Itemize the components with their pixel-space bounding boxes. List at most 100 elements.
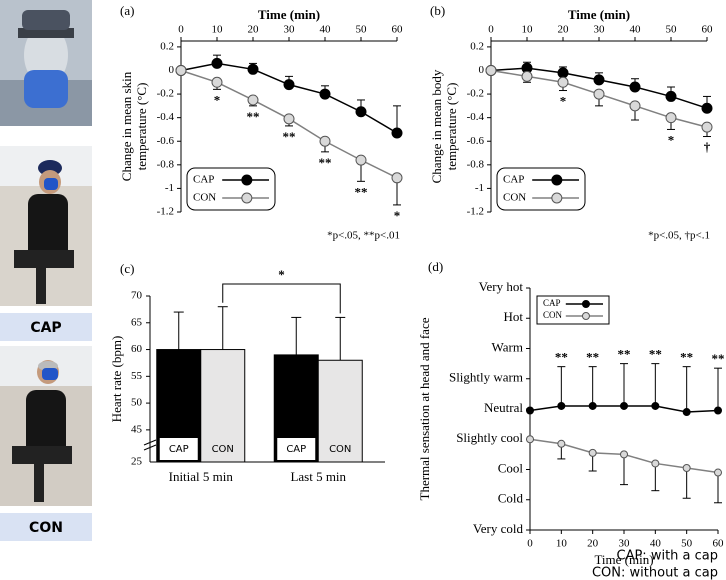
annotation: ** (618, 347, 631, 362)
marker (355, 106, 367, 118)
y-tick-label: Slightly cool (456, 430, 523, 445)
y-tick-label: -1.2 (157, 206, 174, 218)
marker (588, 401, 597, 410)
x-tick-label: 0 (178, 24, 184, 36)
marker (701, 121, 713, 133)
axis-break (143, 439, 157, 446)
annotation: ** (555, 350, 568, 365)
annotation: * (394, 208, 401, 223)
x-tick-label: 0 (527, 538, 533, 550)
x-tick-label: 60 (702, 24, 714, 36)
y-tick-label: -0.2 (157, 88, 174, 100)
bar-label-box (277, 438, 316, 460)
x-tick-label: 10 (556, 538, 568, 550)
marker (283, 79, 295, 91)
x-axis-label: Time (min) (258, 7, 320, 22)
panel-label: (c) (120, 261, 134, 276)
y-tick-label: Cold (498, 491, 524, 506)
legend-label: CON (193, 192, 216, 204)
annotation: ** (319, 155, 332, 170)
y-tick-label: -0.8 (157, 158, 175, 170)
y-tick-label: -0.4 (467, 111, 485, 123)
marker (355, 154, 367, 166)
y-tick-label: Very cold (473, 521, 524, 536)
x-axis-label: Time (min) (594, 552, 653, 567)
marker (391, 127, 403, 139)
y-tick-label: Cool (498, 460, 524, 475)
x-tick-label: 10 (212, 24, 224, 36)
y-tick-label: Slightly warm (449, 370, 523, 385)
y-tick-label: 45 (131, 423, 143, 435)
marker (629, 81, 641, 93)
bar (200, 349, 246, 463)
marker (557, 76, 569, 88)
label-box (0, 313, 92, 341)
x-axis-label: Time (min) (568, 7, 630, 22)
x-tick-label: 30 (284, 24, 296, 36)
marker (588, 448, 597, 457)
marker (593, 88, 605, 100)
panel-label: (d) (428, 259, 443, 274)
footnote: *p<.05, †p<.1 (648, 230, 710, 242)
y-tick-label: 25 (131, 456, 143, 468)
x-tick-label: 40 (630, 24, 642, 36)
annotation: ** (355, 184, 368, 199)
x-tick-label: 50 (666, 24, 678, 36)
marker (682, 463, 691, 472)
legend-box (186, 167, 276, 211)
photo-mannequin (0, 0, 92, 126)
legend-label: CON (543, 310, 563, 320)
annotation: ** (649, 347, 662, 362)
marker (557, 401, 566, 410)
y-tick-label: -1 (165, 182, 174, 194)
x-tick-label: 20 (248, 24, 260, 36)
annotation: * (668, 132, 675, 147)
significance-bracket (222, 283, 341, 314)
marker (620, 450, 628, 459)
y-tick-label: -1 (475, 182, 484, 194)
y-axis-label: Change in mean body (429, 69, 444, 183)
y-tick-label: 0 (169, 64, 175, 76)
marker (211, 57, 223, 69)
legend-marker (241, 174, 253, 186)
y-tick-label: 0.2 (160, 40, 174, 52)
y-tick-label: -0.8 (467, 158, 485, 170)
note: CON: without a cap (592, 566, 718, 580)
photo-label: CON (29, 520, 63, 536)
annotation: * (214, 92, 221, 107)
x-tick-label: 50 (356, 24, 368, 36)
legend-marker (581, 312, 590, 320)
marker (714, 468, 722, 477)
annotation: ** (712, 351, 725, 366)
x-tick-label: 30 (619, 538, 631, 550)
marker (319, 135, 331, 147)
y-tick-label: Hot (504, 309, 524, 324)
marker (620, 401, 628, 410)
note: CAP: with a cap (617, 549, 719, 564)
photo-con (0, 346, 92, 506)
annotation: * (560, 94, 567, 109)
footnote: *p<.05, **p<.01 (327, 230, 400, 242)
y-axis-label: temperature (°C) (444, 83, 459, 171)
y-tick-label: 50 (131, 397, 143, 409)
y-axis-label: Change in mean skin (119, 71, 134, 181)
annotation: ** (680, 350, 693, 365)
bar (317, 359, 363, 463)
legend-label: CAP (543, 298, 561, 308)
y-tick-label: -0.6 (157, 135, 175, 147)
marker (526, 435, 534, 444)
x-tick-label: 20 (558, 24, 570, 36)
y-axis-label: temperature (°C) (134, 83, 149, 171)
y-tick-label: Warm (492, 339, 523, 354)
marker (629, 100, 641, 112)
photo-label: CAP (30, 320, 61, 336)
marker (665, 90, 677, 102)
legend-box (536, 295, 610, 325)
y-tick-label: Very hot (479, 279, 524, 294)
x-tick-label: Last 5 min (290, 469, 346, 484)
x-tick-label: 60 (392, 24, 404, 36)
photo-cap (0, 146, 92, 306)
y-tick-label: Neutral (484, 400, 523, 415)
marker (557, 67, 569, 79)
